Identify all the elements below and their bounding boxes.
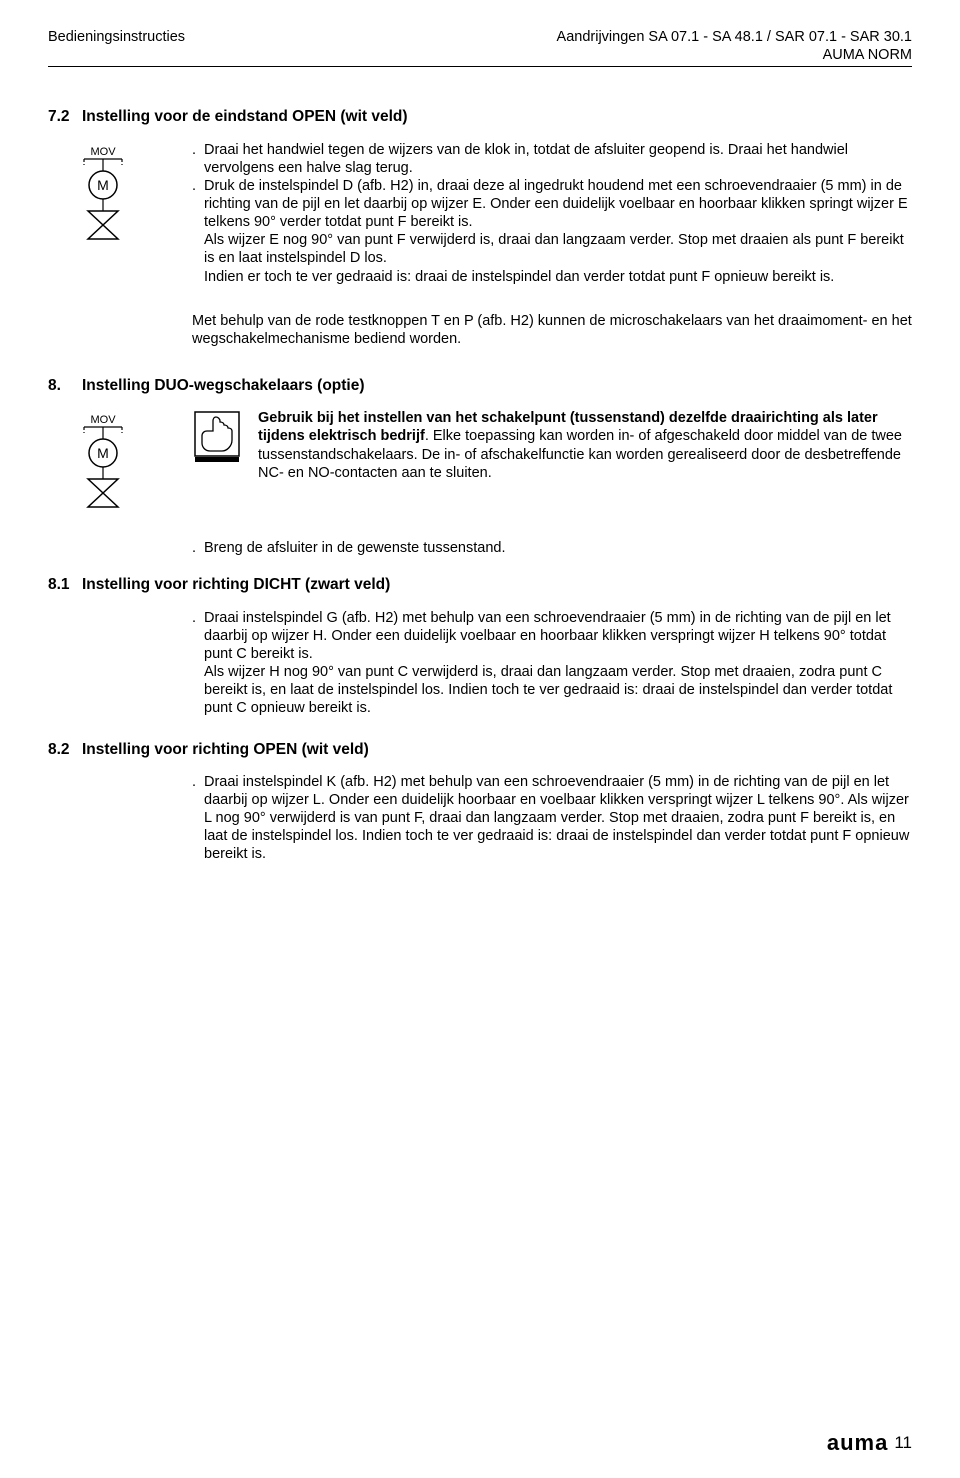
- header-product-line: Aandrijvingen SA 07.1 - SA 48.1 / SAR 07…: [557, 28, 912, 46]
- section-7-2-body: . Draai het handwiel tegen de wijzers va…: [192, 141, 912, 286]
- s72-para-1d: Indien er toch te ver gedraaid is: draai…: [204, 269, 834, 285]
- mov-symbol-icon: MOV M: [48, 141, 158, 286]
- bullet-dot: .: [192, 177, 204, 286]
- section-8-2-heading: 8.2Instelling voor richting OPEN (wit ve…: [48, 740, 912, 759]
- s72-para-1c: Als wijzer E nog 90° van punt F verwijde…: [204, 232, 904, 266]
- bullet-dot: .: [192, 773, 204, 864]
- header-norm: AUMA NORM: [557, 46, 912, 64]
- svg-text:MOV: MOV: [90, 414, 116, 426]
- s81-para-2: Als wijzer H nog 90° van punt C verwijde…: [204, 664, 892, 716]
- svg-text:M: M: [97, 445, 109, 461]
- mov-label: MOV: [90, 146, 116, 158]
- mov-symbol-icon: MOV M: [48, 409, 158, 513]
- mov-center-label: M: [97, 177, 109, 193]
- section-number: 8.1: [48, 575, 82, 594]
- section-title: Instelling DUO-wegschakelaars (optie): [82, 377, 365, 394]
- s72-para-1a: Draai het handwiel tegen de wijzers van …: [204, 141, 912, 177]
- section-number: 8.2: [48, 740, 82, 759]
- s72-para-2: Met behulp van de rode testknoppen T en …: [192, 312, 912, 348]
- section-number: 7.2: [48, 107, 82, 126]
- section-8-1-heading: 8.1Instelling voor richting DICHT (zwart…: [48, 575, 912, 594]
- section-number: 8.: [48, 376, 82, 395]
- auma-logo: auma: [827, 1429, 888, 1457]
- section-title: Instelling voor richting DICHT (zwart ve…: [82, 576, 390, 593]
- bullet-dot: .: [192, 141, 204, 177]
- s72-para-1b: Druk de instelspindel D (afb. H2) in, dr…: [204, 178, 908, 230]
- section-8-heading: 8.Instelling DUO-wegschakelaars (optie): [48, 376, 912, 395]
- s82-para-1: Draai instelspindel K (afb. H2) met behu…: [204, 773, 912, 864]
- page-number: 11: [894, 1432, 912, 1453]
- section-title: Instelling voor de eindstand OPEN (wit v…: [82, 108, 408, 125]
- header-right: Aandrijvingen SA 07.1 - SA 48.1 / SAR 07…: [557, 28, 912, 64]
- pointing-hand-icon: [192, 409, 242, 465]
- s81-para-1: Draai instelspindel G (afb. H2) met behu…: [204, 610, 891, 662]
- s8-bullet: Breng de afsluiter in de gewenste tussen…: [204, 539, 912, 557]
- section-7-2-heading: 7.2Instelling voor de eindstand OPEN (wi…: [48, 107, 912, 126]
- bullet-dot: .: [192, 609, 204, 718]
- page-header: Bedieningsinstructies Aandrijvingen SA 0…: [48, 28, 912, 67]
- s8-note: Gebruik bij het instellen van het schake…: [258, 409, 912, 482]
- page-footer: auma 11: [827, 1429, 912, 1457]
- section-title: Instelling voor richting OPEN (wit veld): [82, 741, 369, 758]
- bullet-dot: .: [192, 539, 204, 557]
- header-left: Bedieningsinstructies: [48, 28, 185, 64]
